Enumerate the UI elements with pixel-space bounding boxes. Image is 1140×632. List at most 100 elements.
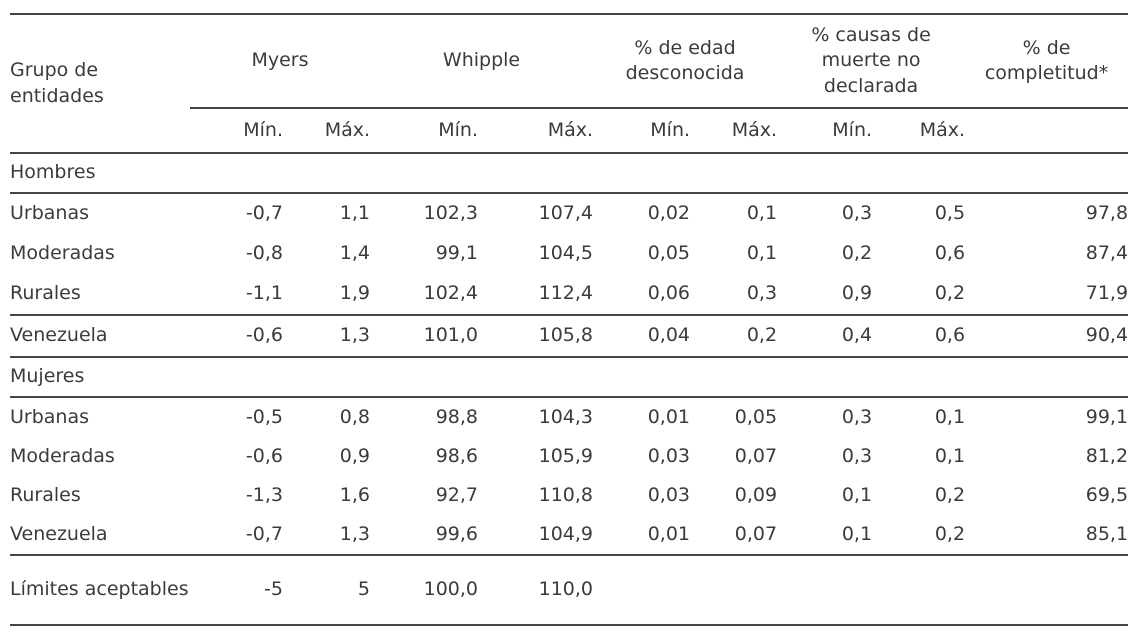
cell: 0,5 (934, 202, 966, 225)
cell: 0,4 (777, 315, 873, 358)
cell: 0,2 (690, 315, 778, 358)
cell: 0,03 (647, 444, 691, 467)
cell: 5 (283, 555, 371, 626)
cell: 1,4 (339, 242, 371, 265)
cell: 0,05 (734, 405, 778, 428)
row-label: Límites aceptables (10, 555, 190, 626)
cell (593, 555, 691, 626)
cell: 0,2 (872, 515, 966, 556)
cell: 0,2 (934, 483, 966, 506)
cell: -1,1 (190, 274, 283, 316)
cell: 0,9 (777, 274, 873, 316)
cell: 107,4 (538, 202, 594, 225)
row-label: Rurales (10, 274, 190, 316)
cell: -0,6 (245, 444, 283, 467)
cell: 0,8 (339, 405, 371, 428)
cell: 97,8 (1085, 202, 1129, 225)
header-group-row: Grupo de entidades Myers Whipple % de ed… (10, 13, 1129, 154)
subheader-edad-min: Mín. (593, 108, 691, 154)
cell: 81,2 (1085, 444, 1129, 467)
subheader-edad-max: Máx. (690, 108, 778, 154)
cell: 0,09 (734, 483, 778, 506)
cell: 71,9 (965, 274, 1129, 316)
cell: 0,1 (841, 483, 873, 506)
cell: 1,1 (339, 202, 371, 225)
cell: 99,1 (1085, 405, 1129, 428)
cell: 0,1 (934, 444, 966, 467)
cell (777, 555, 873, 626)
subheader-causas-min: Mín. (777, 108, 873, 154)
cell: 112,4 (478, 274, 594, 316)
cell: 1,6 (339, 483, 371, 506)
row-label: Moderadas (10, 444, 115, 467)
cell: 1,3 (283, 515, 371, 556)
cell: -0,8 (245, 242, 283, 265)
cell: 0,3 (690, 274, 778, 316)
row-label: Urbanas (10, 405, 90, 428)
cell: 100,0 (370, 555, 479, 626)
cell: 99,6 (370, 515, 479, 556)
cell: 104,3 (538, 405, 594, 428)
cell: 0,3 (841, 444, 873, 467)
row-label: Venezuela (10, 515, 190, 556)
cell: 0,05 (647, 242, 691, 265)
cell: 0,3 (841, 405, 873, 428)
column-group-completitud: % de completitud* (965, 13, 1129, 109)
table-container: Grupo de entidades Myers Whipple % de ed… (0, 13, 1140, 626)
cell: 99,1 (435, 242, 479, 265)
cell: 0,6 (934, 242, 966, 265)
row-label: Urbanas (10, 202, 90, 225)
cell: 0,02 (647, 202, 691, 225)
cell: 98,6 (435, 444, 479, 467)
row-label: Venezuela (10, 315, 190, 358)
header-subrow: Mín. Máx. Mín. Máx. Mín. Máx. Mín. Máx. (10, 108, 1129, 154)
cell: 0,01 (647, 405, 691, 428)
table-row-mujeres-rurales: Rurales -1,3 1,6 92,7 110,8 0,03 0,09 0,… (10, 476, 1128, 515)
cell (965, 555, 1129, 626)
subheader-myers-min: Mín. (190, 108, 283, 154)
cell: -0,5 (245, 405, 283, 428)
cell: 1,3 (283, 315, 371, 358)
cell: 110,8 (538, 483, 594, 506)
cell: 0,9 (339, 444, 371, 467)
data-quality-table: Grupo de entidades Myers Whipple % de ed… (10, 13, 1129, 626)
cell: 0,07 (690, 515, 778, 556)
cell: 98,8 (435, 405, 479, 428)
cell: -5 (190, 555, 283, 626)
cell: -0,7 (190, 515, 283, 556)
cell: 102,4 (370, 274, 479, 316)
cell: 105,9 (538, 444, 594, 467)
row-label: Rurales (10, 483, 81, 506)
cell: 104,9 (478, 515, 594, 556)
table-row-hombres-venezuela: Venezuela -0,6 1,3 101,0 105,8 0,04 0,2 … (10, 315, 1129, 358)
column-group-myers: Myers (190, 13, 371, 109)
cell: 90,4 (965, 315, 1129, 358)
subheader-whipple-min: Mín. (370, 108, 479, 154)
cell: 69,5 (1085, 483, 1129, 506)
table-row-hombres-urbanas: Urbanas -0,7 1,1 102,3 107,4 0,02 0,1 0,… (10, 193, 1128, 234)
cell: 0,01 (593, 515, 691, 556)
cell: -0,7 (245, 202, 283, 225)
section-title: Hombres (10, 153, 1129, 194)
cell: 110,0 (478, 555, 594, 626)
subheader-whipple-max: Máx. (478, 108, 594, 154)
cell: 0,04 (593, 315, 691, 358)
cell: 0,6 (872, 315, 966, 358)
cell: 87,4 (1085, 242, 1129, 265)
cell: 1,9 (283, 274, 371, 316)
cell: 0,1 (746, 202, 778, 225)
table-row-mujeres-moderadas: Moderadas -0,6 0,9 98,6 105,9 0,03 0,07 … (10, 437, 1128, 476)
cell: 85,1 (965, 515, 1129, 556)
cell: 0,03 (647, 483, 691, 506)
section-row-hombres: Hombres (10, 153, 1129, 194)
cell (872, 555, 966, 626)
cell: 102,3 (423, 202, 479, 225)
table-row-mujeres-venezuela: Venezuela -0,7 1,3 99,6 104,9 0,01 0,07 … (10, 515, 1129, 556)
cell: 0,3 (841, 202, 873, 225)
table-row-limites-aceptables: Límites aceptables -5 5 100,0 110,0 (10, 555, 1129, 626)
cell: 0,2 (872, 274, 966, 316)
cell: 0,06 (593, 274, 691, 316)
table-row-mujeres-urbanas: Urbanas -0,5 0,8 98,8 104,3 0,01 0,05 0,… (10, 397, 1128, 437)
cell: -1,3 (245, 483, 283, 506)
subheader-completitud-empty (965, 108, 1129, 154)
